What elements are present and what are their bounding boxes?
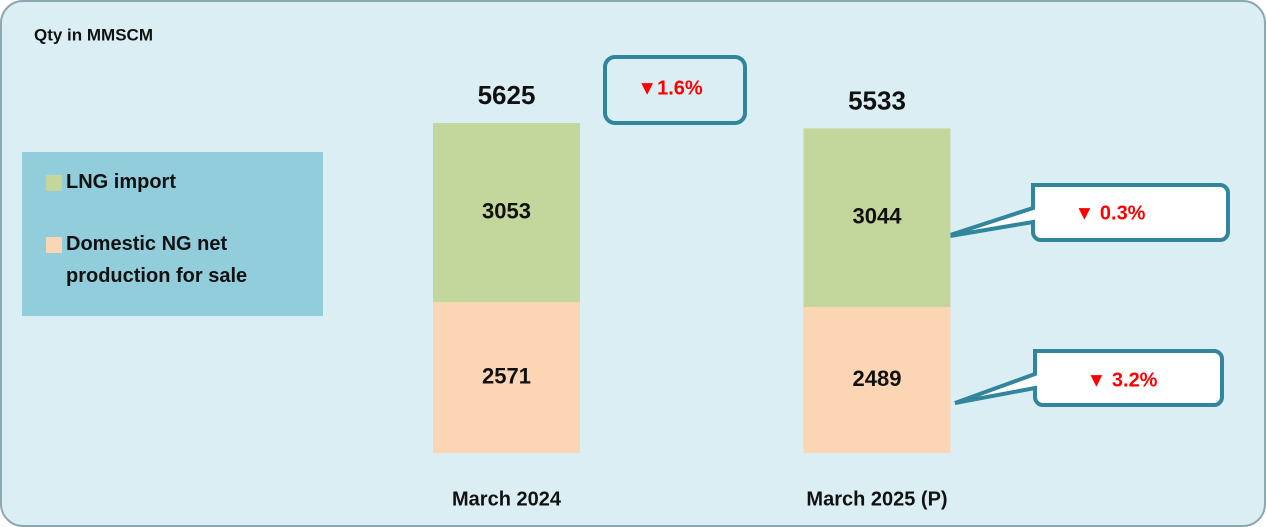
data-label: 3053 <box>482 198 531 223</box>
legend-item: Domestic NG net production for sale <box>46 228 313 292</box>
bar-segment <box>433 123 580 303</box>
legend-item: LNG import <box>46 166 313 198</box>
bar-segment <box>433 302 580 453</box>
total-label: 5625 <box>478 80 536 110</box>
x-tick-label: March 2025 (P) <box>806 488 947 510</box>
bar-segment <box>803 306 951 453</box>
callout-box <box>603 55 747 125</box>
callout-text: ▼1.6% <box>637 77 703 99</box>
callout-text: ▼ 0.3% <box>1075 202 1146 224</box>
data-label: 2489 <box>853 366 902 391</box>
x-tick-label: March 2024 <box>452 488 562 510</box>
legend-swatch <box>46 237 62 253</box>
legend-label: Domestic NG net production for sale <box>66 233 248 287</box>
subtitle: Qty in MMSCM <box>34 25 153 44</box>
data-label: 3044 <box>853 204 903 229</box>
data-label: 2571 <box>482 363 531 388</box>
callout-box <box>943 183 1230 242</box>
legend-label: LNG import <box>66 171 176 193</box>
legend: LNG import Domestic NG net production for… <box>22 152 323 316</box>
callout-box <box>954 349 1224 407</box>
bar-segment <box>803 128 951 307</box>
total-label: 5533 <box>848 85 906 115</box>
legend-swatch <box>46 175 62 191</box>
callout-text: ▼ 3.2% <box>1087 369 1158 391</box>
